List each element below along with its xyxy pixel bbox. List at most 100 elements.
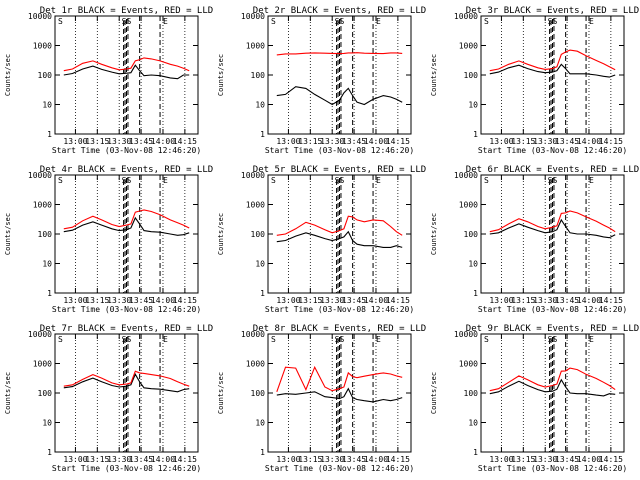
y-tick-label: 1 [47, 289, 52, 298]
y-tick-label: 10000 [28, 171, 52, 180]
x-tick-label: 13:45 [129, 455, 153, 464]
series-line-red [63, 370, 190, 387]
chart-title: Det 1r BLACK = Events, RED = LLD [40, 6, 213, 16]
x-tick-label: 13:00 [489, 296, 513, 305]
chart-title: Det 9r BLACK = Events, RED = LLD [466, 324, 639, 334]
x-axis-label: Start Time (03-Nov-08 12:46:20) [478, 305, 627, 314]
y-tick-label: 10000 [454, 171, 478, 180]
marker-label: S [271, 176, 276, 185]
marker-label: S [58, 176, 63, 185]
x-tick-label: 14:15 [386, 137, 410, 146]
x-tick-label: 13:30 [107, 455, 131, 464]
x-tick-label: 14:00 [364, 296, 388, 305]
x-axis-label: Start Time (03-Nov-08 12:46:20) [52, 305, 201, 314]
y-tick-label: 1000 [33, 42, 52, 51]
chart-panel-3: Det 3r BLACK = Events, RED = LLD 1 10 100 10… [430, 6, 639, 155]
x-tick-label: 13:30 [533, 296, 557, 305]
y-tick-label: 100 [38, 230, 53, 239]
y-tick-label: 1 [473, 448, 478, 457]
marker-label: SS [548, 335, 558, 344]
y-tick-label: 10000 [28, 12, 52, 21]
marker-label: SS [122, 176, 132, 185]
y-tick-label: 10000 [454, 12, 478, 21]
series-line-red [489, 210, 616, 233]
y-tick-label: 100 [251, 389, 266, 398]
marker-label: SS [335, 176, 345, 185]
x-tick-label: 14:00 [151, 455, 175, 464]
x-tick-label: 14:15 [386, 455, 410, 464]
y-tick-label: 100 [38, 389, 53, 398]
chart-panel-8: Det 8r BLACK = Events, RED = LLD 1 10 100 10… [217, 324, 426, 473]
x-tick-label: 14:00 [364, 455, 388, 464]
y-tick-label: 100 [464, 71, 479, 80]
x-tick-label: 13:15 [511, 296, 535, 305]
x-tick-label: 13:15 [298, 455, 322, 464]
y-tick-label: 1 [260, 448, 265, 457]
series-line-red [63, 209, 190, 230]
y-tick-label: 100 [464, 230, 479, 239]
x-tick-label: 13:45 [555, 455, 579, 464]
y-tick-label: 1 [473, 130, 478, 139]
y-tick-label: 1 [260, 130, 265, 139]
series-line-red [63, 57, 190, 72]
y-axis-label: Counts/sec [217, 372, 225, 414]
chart-panel-2: Det 2r BLACK = Events, RED = LLD 1 10 100 10… [217, 6, 426, 155]
chart-panel-6: Det 6r BLACK = Events, RED = LLD 1 10 100 10… [430, 165, 639, 314]
y-tick-label: 100 [464, 389, 479, 398]
marker-label: S [484, 17, 489, 26]
marker-label: SS [548, 176, 558, 185]
x-tick-label: 13:45 [555, 137, 579, 146]
y-tick-label: 100 [251, 71, 266, 80]
y-tick-label: 100 [251, 230, 266, 239]
y-tick-label: 1 [260, 289, 265, 298]
chart-title: Det 6r BLACK = Events, RED = LLD [466, 165, 639, 175]
chart-title: Det 4r BLACK = Events, RED = LLD [40, 165, 213, 175]
x-tick-label: 14:00 [151, 137, 175, 146]
x-tick-label: 13:45 [342, 296, 366, 305]
x-tick-label: 13:15 [511, 455, 535, 464]
marker-label: S [58, 335, 63, 344]
x-tick-label: 13:00 [63, 455, 87, 464]
marker-label: SS [548, 17, 558, 26]
marker-label: E [163, 17, 168, 26]
x-tick-label: 14:15 [599, 137, 623, 146]
x-tick-label: 14:00 [364, 137, 388, 146]
series-line-black [63, 64, 190, 80]
marker-label: SS [122, 17, 132, 26]
series-line-red [489, 367, 616, 392]
series-line-black [489, 378, 616, 397]
x-tick-label: 13:15 [298, 137, 322, 146]
y-axis-label: Counts/sec [217, 213, 225, 255]
marker-label: E [376, 335, 381, 344]
marker-label: SS [335, 335, 345, 344]
marker-label: SS [122, 335, 132, 344]
x-tick-label: 13:30 [107, 137, 131, 146]
chart-title: Det 7r BLACK = Events, RED = LLD [40, 324, 213, 334]
y-tick-label: 1000 [246, 42, 265, 51]
chart-title: Det 8r BLACK = Events, RED = LLD [253, 324, 426, 334]
marker-label: E [589, 17, 594, 26]
chart-title: Det 5r BLACK = Events, RED = LLD [253, 165, 426, 175]
x-axis-label: Start Time (03-Nov-08 12:46:20) [52, 146, 201, 155]
x-tick-label: 13:00 [276, 296, 300, 305]
x-tick-label: 13:45 [555, 296, 579, 305]
y-tick-label: 1 [47, 130, 52, 139]
x-tick-label: 13:45 [129, 296, 153, 305]
series-line-red [276, 365, 403, 392]
y-axis-label: Counts/sec [217, 54, 225, 96]
x-axis-label: Start Time (03-Nov-08 12:46:20) [265, 146, 414, 155]
series-line-black [489, 218, 616, 239]
marker-label: S [58, 17, 63, 26]
y-axis-label: Counts/sec [430, 213, 438, 255]
x-tick-label: 13:00 [276, 137, 300, 146]
marker-label: S [271, 335, 276, 344]
marker-label: S [271, 17, 276, 26]
y-tick-label: 10000 [241, 171, 265, 180]
x-tick-label: 14:00 [577, 296, 601, 305]
marker-label: E [589, 335, 594, 344]
marker-label: E [589, 176, 594, 185]
y-tick-label: 1000 [459, 201, 478, 210]
chart-panel-5: Det 5r BLACK = Events, RED = LLD 1 10 100 10… [217, 165, 426, 314]
x-tick-label: 13:30 [533, 137, 557, 146]
series-line-black [276, 230, 403, 248]
